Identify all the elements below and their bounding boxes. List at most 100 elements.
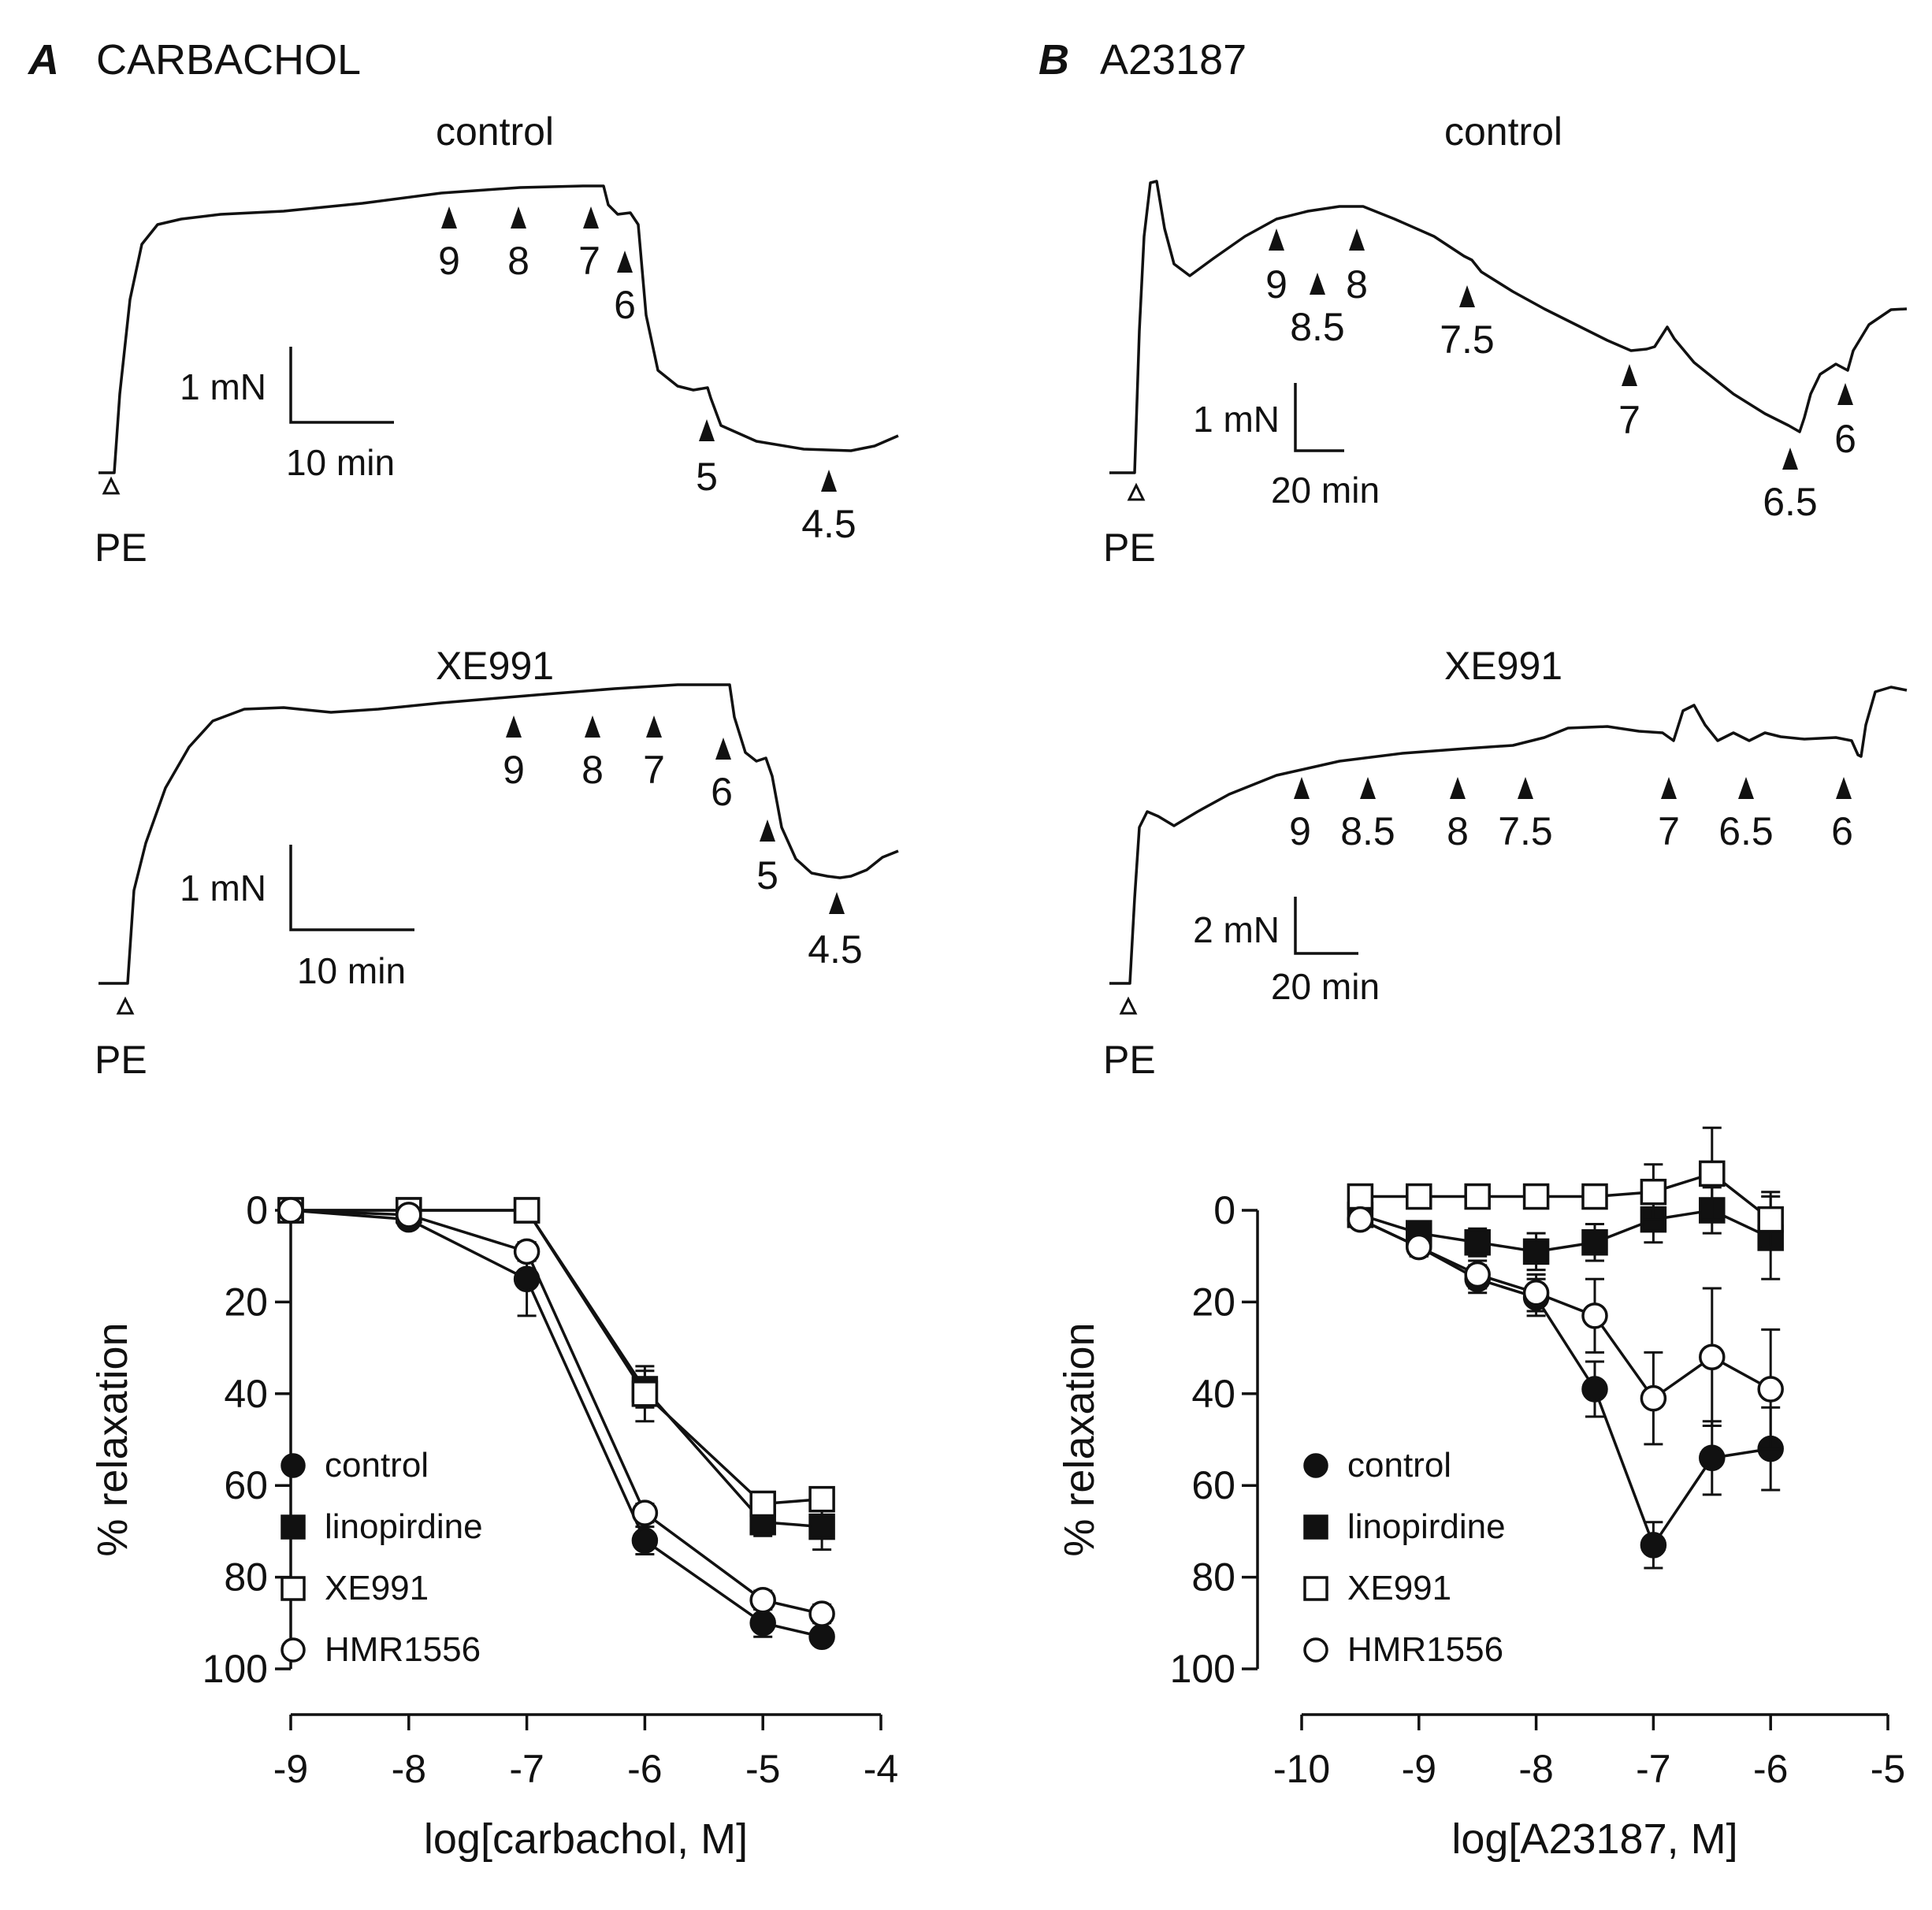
x-tick-label: -9 bbox=[1402, 1747, 1436, 1791]
dose-label: 6 bbox=[614, 283, 636, 327]
data-point bbox=[1464, 1183, 1491, 1210]
legend-label: XE991 bbox=[325, 1569, 429, 1607]
legend-label: HMR1556 bbox=[1347, 1630, 1503, 1669]
scale-bar bbox=[1294, 383, 1344, 452]
y-tick-label: 100 bbox=[1170, 1647, 1235, 1691]
x-axis-label: log[carbachol, M] bbox=[424, 1815, 748, 1863]
data-point bbox=[1699, 1444, 1726, 1472]
chart-a23187: 0 20 40 60 80 100 % relaxation -10 -9 -8 -7 -6 -5 log… bbox=[1056, 1126, 1905, 1863]
scale-force-label: 1 mN bbox=[180, 868, 266, 909]
data-point bbox=[808, 1485, 835, 1513]
data-point bbox=[808, 1623, 835, 1651]
data-point bbox=[631, 1499, 659, 1526]
dose-arrow-icon bbox=[506, 715, 522, 738]
data-point bbox=[808, 1513, 835, 1540]
data-point bbox=[1522, 1183, 1550, 1210]
data-point bbox=[1640, 1532, 1667, 1559]
legend-marker-icon bbox=[1303, 1637, 1328, 1663]
dose-arrow-icon bbox=[511, 206, 526, 229]
data-point bbox=[1581, 1183, 1608, 1210]
dose-label: 7 bbox=[1618, 398, 1640, 442]
dose-arrow-icon bbox=[760, 819, 775, 842]
legend: control linopirdine XE991 HMR1556 bbox=[1303, 1446, 1506, 1669]
x-tick-label: -5 bbox=[745, 1747, 780, 1791]
pe-marker-icon bbox=[1119, 996, 1138, 1015]
x-tick-label: -8 bbox=[1518, 1747, 1553, 1791]
scale-force-label: 2 mN bbox=[1193, 909, 1280, 950]
series-xe991 bbox=[1347, 1126, 1784, 1249]
legend-marker-icon bbox=[281, 1453, 306, 1478]
dose-label: 6 bbox=[1831, 809, 1853, 853]
scale-bar bbox=[289, 845, 414, 931]
pe-marker-icon bbox=[1127, 482, 1146, 501]
data-point bbox=[1522, 1238, 1550, 1265]
pe-label: PE bbox=[1103, 526, 1156, 570]
y-tick-label: 0 bbox=[1213, 1188, 1235, 1232]
dose-arrow-icon bbox=[583, 206, 599, 229]
y-tick-label: 0 bbox=[246, 1188, 268, 1232]
pe-label: PE bbox=[95, 526, 147, 570]
data-point bbox=[1581, 1302, 1608, 1329]
series-line bbox=[290, 1209, 823, 1615]
data-point bbox=[1406, 1183, 1432, 1210]
dose-arrow-icon bbox=[1836, 777, 1852, 799]
dose-label: 7.5 bbox=[1498, 809, 1553, 853]
dose-label: 8.5 bbox=[1340, 809, 1395, 853]
panel-a-xe991-trace: XE991 PE 9 8 7 6 5 4.5 1 mN 10 min bbox=[95, 644, 899, 1082]
legend-marker-icon bbox=[1303, 1453, 1328, 1478]
dose-label: 5 bbox=[756, 853, 778, 897]
panel-b-letter: B bbox=[1038, 36, 1069, 84]
dose-label: 5 bbox=[696, 455, 718, 499]
legend-marker-icon bbox=[281, 1637, 306, 1663]
x-tick-label: -8 bbox=[392, 1747, 426, 1791]
data-point bbox=[1581, 1228, 1608, 1256]
dose-arrow-icon bbox=[1269, 229, 1284, 251]
dose-arrow-icon bbox=[829, 892, 845, 914]
tension-trace bbox=[98, 184, 899, 474]
data-point bbox=[808, 1600, 835, 1627]
dose-arrow-icon bbox=[1459, 285, 1475, 307]
dose-label: 8 bbox=[507, 239, 529, 283]
y-tick-label: 80 bbox=[224, 1555, 268, 1600]
scale-time-label: 10 min bbox=[297, 950, 406, 991]
y-tick-label: 60 bbox=[224, 1463, 268, 1507]
dose-label: 6.5 bbox=[1763, 480, 1818, 524]
tension-trace bbox=[1109, 180, 1908, 474]
dose-label: 4.5 bbox=[801, 502, 856, 546]
dose-arrow-icon bbox=[1518, 777, 1533, 799]
dose-label: 7 bbox=[578, 239, 600, 283]
dose-arrow-icon bbox=[1349, 229, 1365, 251]
x-tick-label: -9 bbox=[273, 1747, 308, 1791]
panel-b-xe991-trace: XE991 PE 9 8.5 8 7.5 7 6.5 6 2 mN 20 min bbox=[1103, 644, 1908, 1082]
dose-arrow-icon bbox=[1294, 777, 1310, 799]
dose-arrow-icon bbox=[617, 251, 633, 273]
data-point bbox=[749, 1586, 776, 1614]
scale-time-label: 20 min bbox=[1271, 470, 1380, 511]
scale-force-label: 1 mN bbox=[1193, 399, 1280, 440]
data-point bbox=[1699, 1343, 1726, 1370]
x-tick-label: -6 bbox=[627, 1747, 662, 1791]
dose-arrow-icon bbox=[646, 715, 662, 738]
dose-arrow-icon bbox=[1450, 777, 1466, 799]
data-point bbox=[1757, 1376, 1784, 1403]
dose-label: 8.5 bbox=[1290, 305, 1345, 349]
dose-arrow-icon bbox=[1837, 383, 1853, 405]
panel-b-header: B A23187 bbox=[1038, 36, 1247, 84]
dose-label: 7 bbox=[643, 748, 665, 792]
dose-arrow-icon bbox=[1310, 273, 1325, 295]
legend-label: linopirdine bbox=[1347, 1507, 1506, 1546]
data-point bbox=[1699, 1160, 1726, 1187]
legend-label: linopirdine bbox=[325, 1507, 483, 1546]
series-hmr1556 bbox=[277, 1197, 835, 1627]
data-point bbox=[513, 1197, 541, 1224]
series-line bbox=[1359, 1218, 1771, 1548]
x-tick-label: -7 bbox=[1636, 1747, 1670, 1791]
y-tick-label: 40 bbox=[1191, 1372, 1235, 1416]
dose-label: 7.5 bbox=[1440, 318, 1495, 362]
dose-arrow-icon bbox=[1738, 777, 1754, 799]
dose-arrow-icon bbox=[699, 419, 715, 441]
dose-arrow-icon bbox=[715, 738, 731, 760]
legend-marker-icon bbox=[1303, 1576, 1328, 1601]
dose-label: 8 bbox=[1447, 809, 1469, 853]
dose-arrow-icon bbox=[821, 470, 837, 492]
